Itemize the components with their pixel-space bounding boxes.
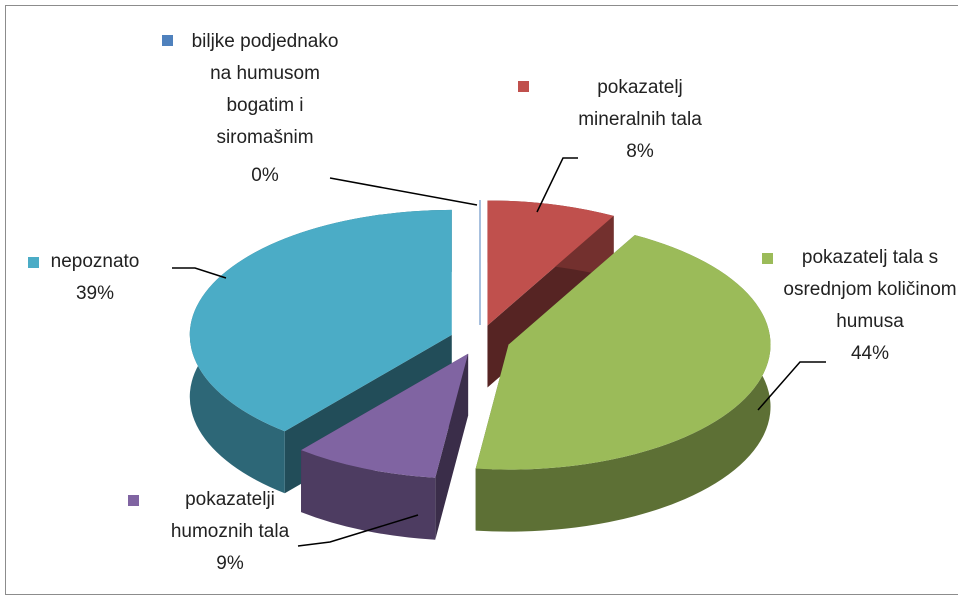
value-label: 0% bbox=[251, 165, 279, 186]
page: biljke podjednako na humusom bogatim i s… bbox=[5, 5, 958, 595]
slice-wall bbox=[301, 450, 436, 540]
leader-line bbox=[757, 361, 826, 411]
chart bbox=[172, 157, 826, 547]
data-label: pokazatelji humoznih tala 9% bbox=[145, 484, 315, 580]
slice bbox=[301, 353, 469, 478]
slice bbox=[487, 200, 614, 326]
category-label: nepoznato bbox=[50, 251, 140, 272]
leader-line bbox=[536, 157, 578, 213]
data-label: biljke podjednako na humusom bogatim i s… bbox=[180, 26, 350, 192]
value-label: 8% bbox=[626, 141, 654, 162]
data-label: pokazatelj mineralnih tala 8% bbox=[558, 72, 723, 168]
category-label: pokazatelji humoznih tala bbox=[170, 489, 290, 542]
slice bbox=[189, 209, 452, 432]
leader-line bbox=[297, 514, 419, 547]
legend-key bbox=[762, 253, 773, 264]
category-label: biljke podjednako na humusom bogatim i s… bbox=[191, 31, 339, 148]
legend-key bbox=[162, 35, 173, 46]
legend-key bbox=[28, 257, 39, 268]
legend-key bbox=[518, 81, 529, 92]
slice bbox=[475, 235, 771, 470]
legend-key bbox=[128, 495, 139, 506]
category-label: pokazatelj tala s osrednjom količinom hu… bbox=[783, 247, 957, 332]
category-label: pokazatelj mineralnih tala bbox=[578, 77, 702, 130]
data-label: nepoznato 39% bbox=[15, 246, 175, 310]
value-label: 9% bbox=[216, 553, 244, 574]
leader-line bbox=[172, 267, 227, 279]
leader-line bbox=[329, 177, 478, 206]
data-label: pokazatelj tala s osrednjom količinom hu… bbox=[783, 242, 958, 370]
value-label: 44% bbox=[850, 343, 890, 364]
value-label: 39% bbox=[75, 283, 115, 304]
